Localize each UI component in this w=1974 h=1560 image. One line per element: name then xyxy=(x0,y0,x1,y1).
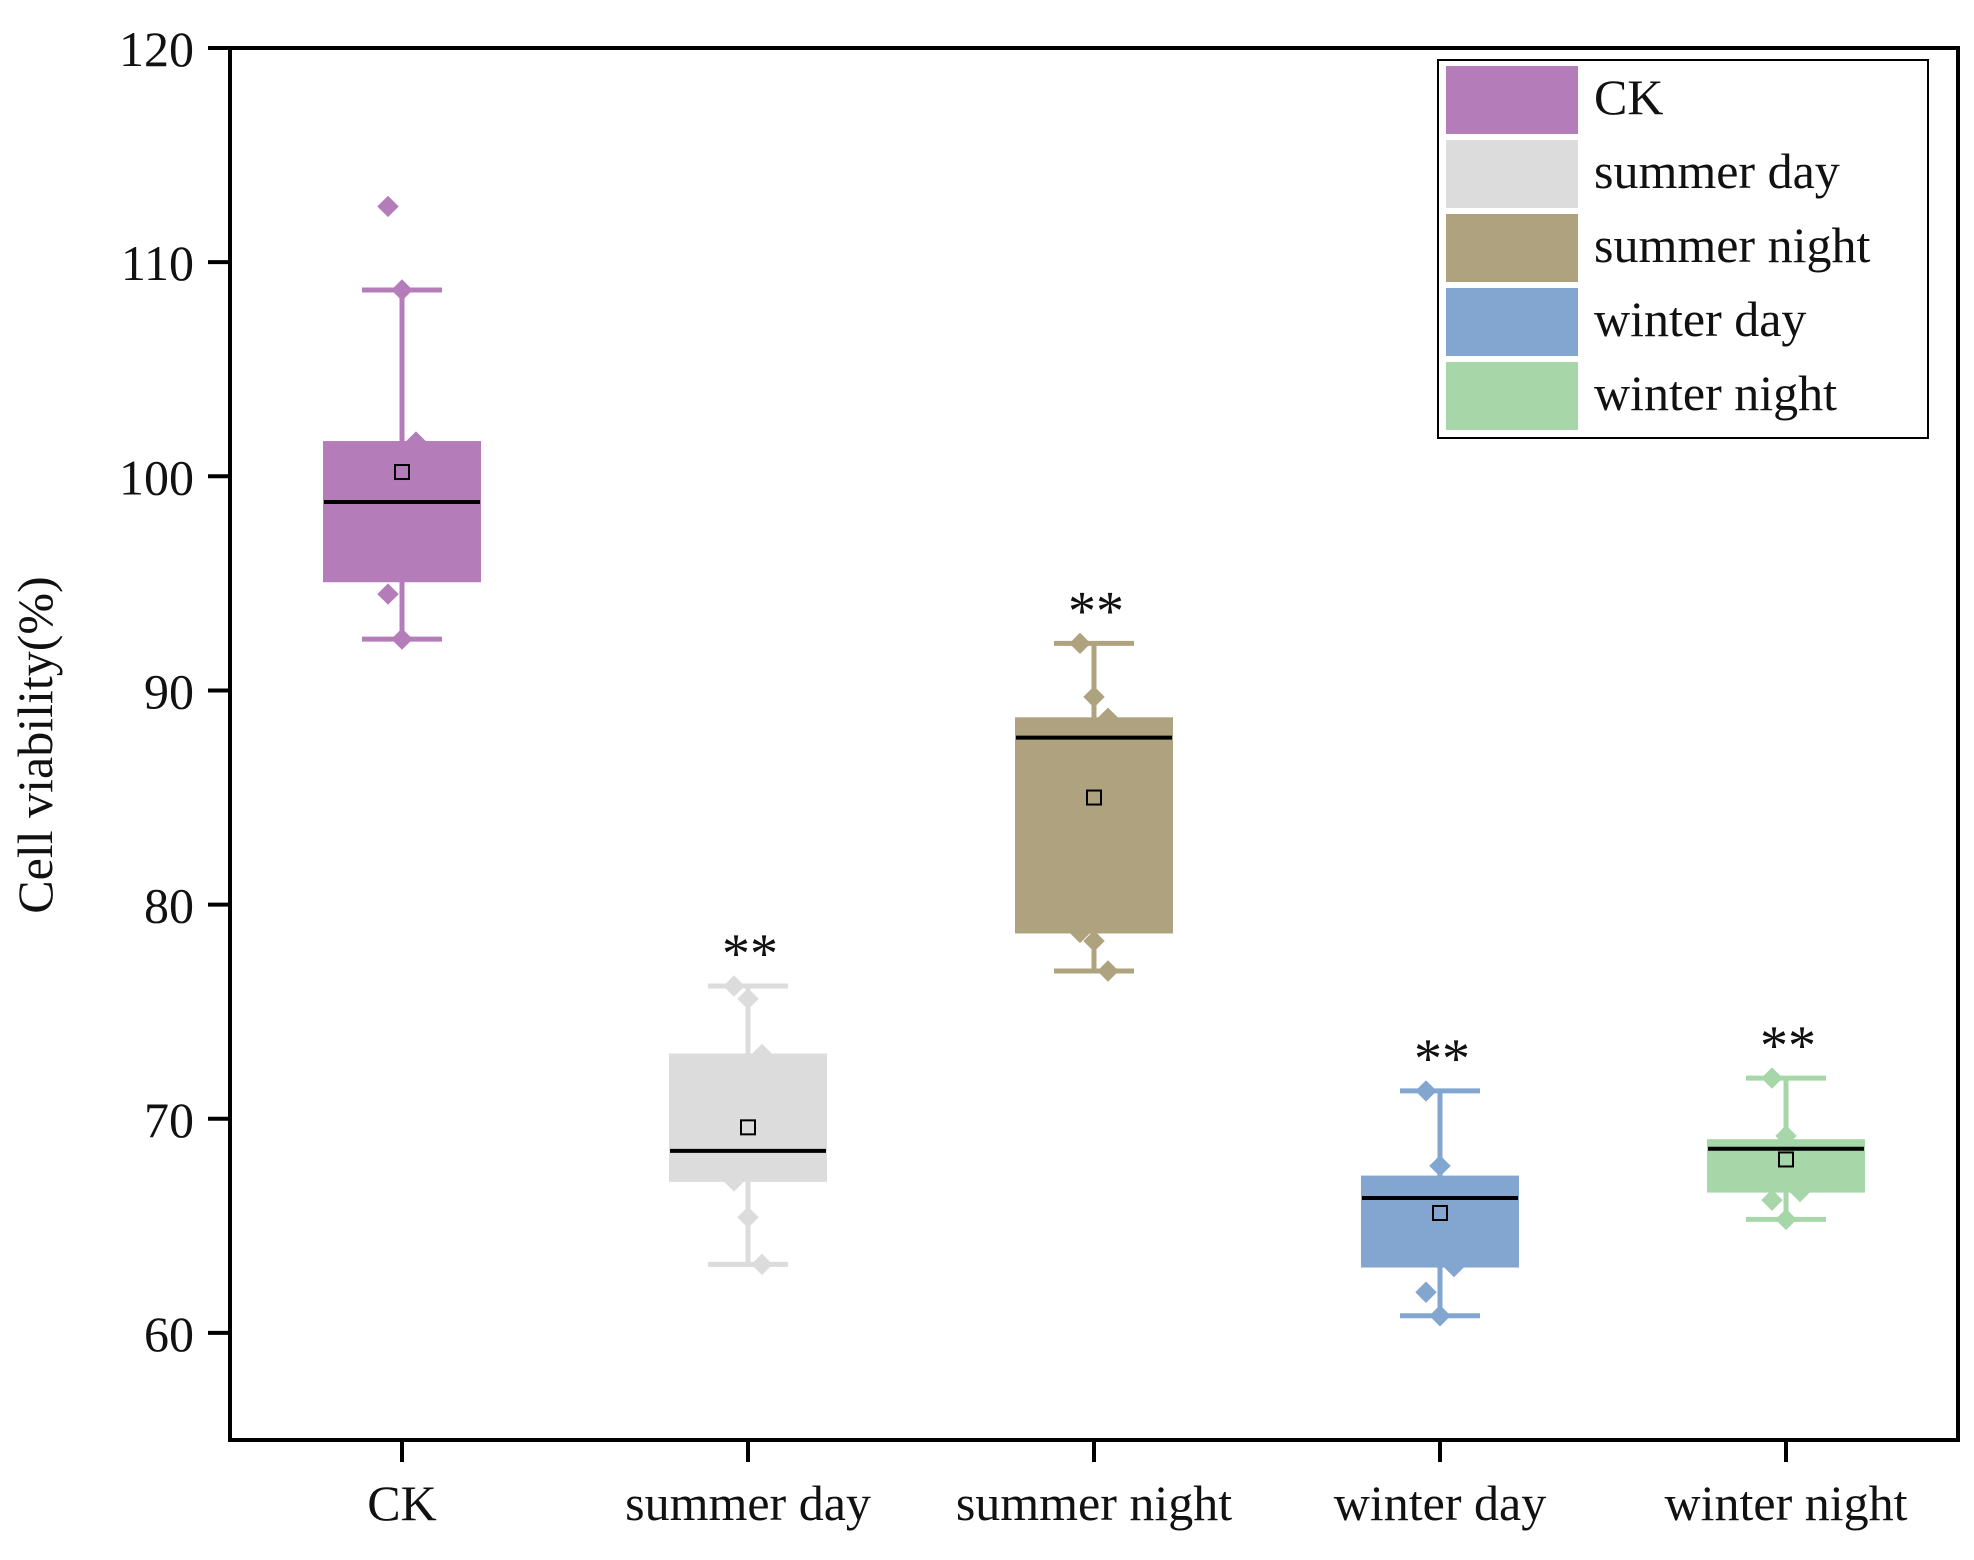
data-point xyxy=(723,1170,745,1192)
data-point xyxy=(1097,960,1119,982)
legend-label: winter day xyxy=(1594,291,1806,347)
mean-marker xyxy=(1086,789,1102,806)
y-tick-label: 110 xyxy=(121,235,194,291)
y-tick-label: 80 xyxy=(144,878,194,934)
legend-swatch xyxy=(1446,140,1578,208)
data-point xyxy=(1415,1281,1437,1303)
box xyxy=(1015,717,1173,934)
y-tick-label: 120 xyxy=(119,21,194,77)
data-point xyxy=(1083,686,1105,708)
data-point xyxy=(405,431,427,453)
data-point xyxy=(1083,930,1105,952)
significance-label: ** xyxy=(722,923,778,985)
data-point xyxy=(751,1253,773,1276)
data-point xyxy=(737,988,759,1010)
data-point xyxy=(1761,1189,1783,1211)
mean-marker xyxy=(740,1119,756,1136)
box xyxy=(323,441,481,583)
data-point xyxy=(1761,1067,1783,1089)
data-point xyxy=(737,1206,759,1228)
x-tick-label: summer day xyxy=(625,1475,871,1531)
data-point xyxy=(1789,1180,1811,1203)
legend: CK summer day summer night winter day winter… xyxy=(1437,59,1929,439)
data-point xyxy=(1069,632,1091,655)
data-point xyxy=(1415,1080,1437,1102)
data-point xyxy=(723,975,745,997)
y-tick-label: 100 xyxy=(119,449,194,505)
data-point xyxy=(1429,1155,1451,1177)
data-point xyxy=(1097,707,1119,730)
mean-marker xyxy=(1778,1151,1794,1168)
data-point xyxy=(377,195,399,218)
data-point xyxy=(1443,1255,1465,1278)
mean-marker xyxy=(1432,1204,1448,1221)
y-axis-label: Cell viability(%) xyxy=(7,576,63,913)
plot-area: 60 70 80 90 100 110 120 CK summer day summer nigh… xyxy=(119,21,1960,1531)
data-point xyxy=(1775,1208,1797,1231)
significance-label: ** xyxy=(1414,1028,1470,1090)
x-tick-label: summer night xyxy=(956,1475,1232,1531)
y-tick-label: 90 xyxy=(144,663,194,719)
legend-label: CK xyxy=(1594,69,1663,125)
data-point xyxy=(377,583,399,605)
x-tick-label: CK xyxy=(367,1475,436,1531)
mean-marker xyxy=(394,464,410,481)
data-point xyxy=(1069,921,1091,944)
data-point xyxy=(751,1043,773,1066)
significance-label: ** xyxy=(1760,1015,1816,1077)
legend-swatch xyxy=(1446,288,1578,356)
legend-label: summer day xyxy=(1594,143,1840,199)
legend-label: winter night xyxy=(1594,365,1837,421)
x-tick-label: winter night xyxy=(1664,1475,1907,1531)
data-point xyxy=(1429,1305,1451,1327)
legend-swatch xyxy=(1446,362,1578,430)
data-point xyxy=(1775,1125,1797,1147)
data-point xyxy=(391,279,413,301)
x-tick-label: winter day xyxy=(1334,1475,1546,1531)
significance-label: ** xyxy=(1068,580,1124,642)
data-point xyxy=(391,628,413,650)
legend-swatch xyxy=(1446,66,1578,134)
box xyxy=(1361,1175,1519,1268)
legend-label: summer night xyxy=(1594,217,1870,273)
legend-swatch xyxy=(1446,214,1578,282)
box xyxy=(669,1053,827,1182)
y-tick-label: 70 xyxy=(144,1092,194,1148)
y-tick-label: 60 xyxy=(144,1306,194,1362)
